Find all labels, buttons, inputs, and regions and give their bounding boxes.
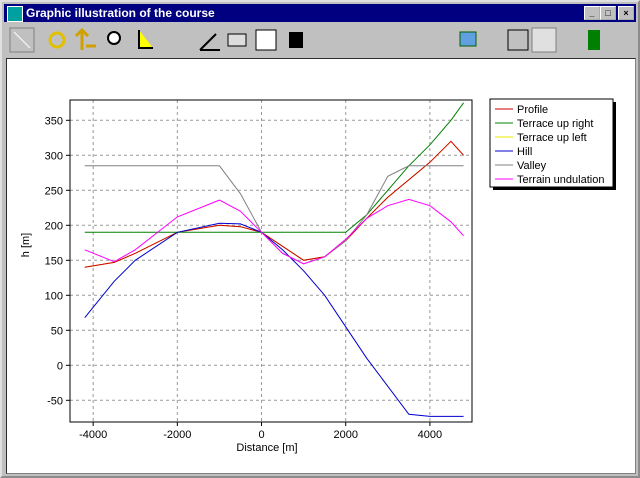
x-axis-label: Distance [m]	[236, 442, 297, 454]
toolbar-button[interactable]	[227, 33, 247, 47]
x-tick-label: 0	[258, 429, 264, 441]
app-icon	[7, 6, 23, 22]
toolbar-button[interactable]	[138, 30, 153, 49]
close-button[interactable]: ×	[618, 6, 634, 20]
window-title: Graphic illustration of the course	[26, 6, 215, 20]
minimize-button[interactable]: _	[584, 6, 600, 20]
series-line	[84, 222, 464, 417]
legend-label: Profile	[517, 104, 548, 116]
toolbar-button[interactable]	[531, 27, 557, 53]
toolbar-button[interactable]	[164, 30, 186, 50]
y-tick-label: 250	[45, 185, 63, 197]
series-line	[84, 140, 464, 268]
legend-label: Hill	[517, 146, 532, 158]
y-tick-label: 0	[57, 360, 63, 372]
toolbar-button[interactable]	[74, 27, 96, 50]
x-tick-label: -2000	[163, 429, 191, 441]
toolbar-button[interactable]	[48, 31, 66, 49]
y-tick-label: -50	[47, 395, 63, 407]
x-tick-label: 2000	[333, 429, 357, 441]
maximize-button[interactable]: □	[600, 6, 616, 20]
legend-label: Valley	[517, 160, 547, 172]
title-bar: Graphic illustration of the course _ □ ×	[4, 4, 636, 22]
toolbar	[9, 27, 600, 53]
legend-label: Terrain undulation	[517, 174, 604, 186]
y-tick-label: 200	[45, 220, 63, 232]
toolbar-button[interactable]	[588, 30, 600, 50]
series-line	[84, 198, 464, 265]
toolbar-button[interactable]	[199, 33, 220, 51]
y-tick-label: 100	[45, 290, 63, 302]
toolbar-button[interactable]	[289, 32, 303, 48]
toolbar-button[interactable]	[9, 27, 35, 53]
x-tick-label: -4000	[79, 429, 107, 441]
x-tick-label: 4000	[418, 429, 442, 441]
toolbar-button[interactable]	[507, 29, 529, 51]
y-tick-label: 50	[51, 325, 63, 337]
client-area: h [m] Distance [m] -50 0 50 100 150 200 250 300…	[6, 58, 636, 474]
chart: h [m] Distance [m] -50 0 50 100 150 200 250 300…	[20, 98, 616, 454]
series-line	[84, 165, 464, 265]
legend-label: Terrace up left	[517, 132, 587, 144]
toolbar-button[interactable]	[459, 31, 477, 47]
y-tick-label: 150	[45, 255, 63, 267]
legend	[489, 98, 614, 188]
series-line	[84, 102, 464, 233]
y-tick-label: 350	[45, 115, 63, 127]
y-tick-label: 300	[45, 150, 63, 162]
toolbar-button[interactable]	[107, 31, 121, 45]
series-line	[84, 140, 464, 268]
plot-frame	[69, 99, 473, 423]
y-axis-label: h [m]	[20, 233, 32, 257]
legend-label: Terrace up right	[517, 118, 593, 130]
toolbar-button[interactable]	[255, 29, 277, 51]
